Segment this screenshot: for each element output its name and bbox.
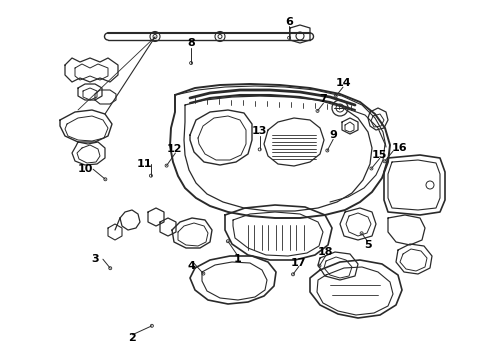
Text: 14: 14	[335, 78, 351, 88]
Text: 12: 12	[166, 144, 182, 154]
Text: 8: 8	[187, 38, 195, 48]
Text: 9: 9	[329, 130, 337, 140]
Text: 3: 3	[92, 254, 99, 264]
Text: 13: 13	[252, 126, 268, 136]
Text: 18: 18	[318, 247, 334, 257]
Text: 5: 5	[364, 240, 371, 250]
Text: 6: 6	[285, 17, 293, 27]
Text: 7: 7	[319, 94, 327, 104]
Text: 2: 2	[128, 333, 136, 343]
Text: 17: 17	[291, 258, 307, 268]
Text: 15: 15	[372, 150, 388, 160]
Text: 10: 10	[78, 164, 94, 174]
Text: 11: 11	[137, 159, 152, 169]
Text: 1: 1	[234, 254, 242, 264]
Text: 4: 4	[187, 261, 195, 271]
Text: 16: 16	[392, 143, 407, 153]
